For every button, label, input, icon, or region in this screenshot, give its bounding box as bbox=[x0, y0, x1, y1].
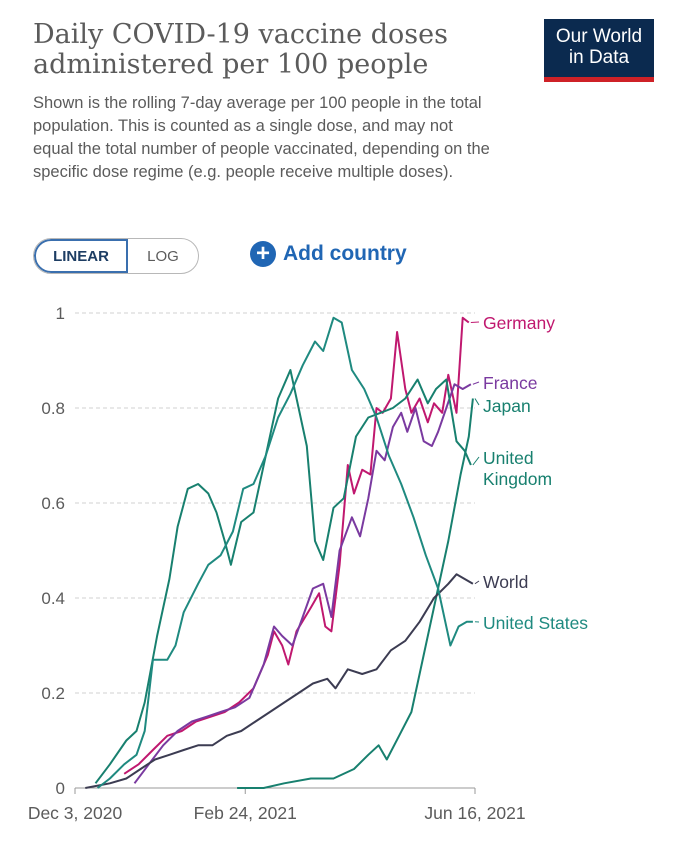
add-country-label: Add country bbox=[283, 242, 407, 265]
x-tick-label: Jun 16, 2021 bbox=[424, 803, 525, 823]
y-tick-label: 1 bbox=[56, 304, 65, 323]
series-end-label: World bbox=[483, 572, 528, 592]
y-tick-label: 0 bbox=[56, 779, 65, 798]
y-tick-label: 0.8 bbox=[41, 399, 65, 418]
series-line-japan bbox=[237, 398, 474, 789]
x-tick-label: Feb 24, 2021 bbox=[194, 803, 297, 823]
series-end-label: France bbox=[483, 373, 537, 393]
logo-line-2: in Data bbox=[568, 47, 630, 68]
add-country-button[interactable]: + Add country bbox=[250, 241, 407, 267]
label-connector bbox=[474, 580, 480, 585]
log-scale-button[interactable]: LOG bbox=[147, 247, 179, 265]
y-tick-label: 0.6 bbox=[41, 494, 65, 513]
series-end-label: Germany bbox=[483, 313, 555, 333]
linear-scale-button[interactable]: LINEAR bbox=[34, 239, 128, 273]
series-end-label: Kingdom bbox=[483, 469, 552, 489]
label-connector bbox=[472, 381, 480, 385]
owid-logo[interactable]: Our World in Data bbox=[544, 19, 654, 82]
plus-circle-icon: + bbox=[250, 241, 276, 267]
scale-toggle: LINEAR LOG bbox=[33, 238, 199, 274]
logo-line-1: Our World bbox=[555, 26, 643, 47]
chart-title: Daily COVID-19 vaccine doses administere… bbox=[33, 19, 448, 80]
label-connector bbox=[472, 456, 480, 466]
label-connector bbox=[470, 321, 480, 323]
y-tick-label: 0.2 bbox=[41, 684, 65, 703]
series-end-label: United States bbox=[483, 613, 588, 633]
series-end-label: United bbox=[483, 448, 534, 468]
series-line-united-kingdom bbox=[94, 369, 472, 784]
series-line-france bbox=[133, 383, 472, 784]
y-tick-label: 0.4 bbox=[41, 589, 65, 608]
series-line-world bbox=[85, 573, 474, 789]
x-tick-label: Dec 3, 2020 bbox=[28, 803, 123, 823]
series-end-label: Japan bbox=[483, 396, 531, 416]
chart-subtitle: Shown is the rolling 7-day average per 1… bbox=[33, 94, 490, 181]
series-line-germany bbox=[123, 316, 470, 775]
label-connector bbox=[474, 398, 480, 406]
series-line-united-states bbox=[96, 316, 473, 789]
